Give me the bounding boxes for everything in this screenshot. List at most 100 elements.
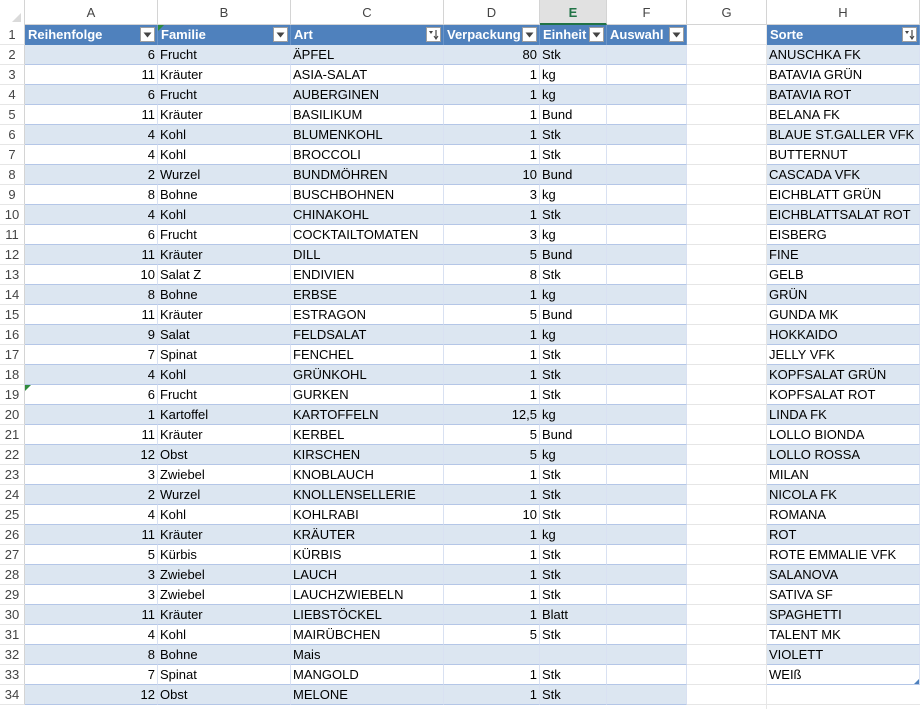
table-cell[interactable]: KÜRBIS: [291, 545, 444, 565]
table-cell[interactable]: 11: [25, 425, 158, 445]
table-cell[interactable]: 3: [25, 465, 158, 485]
table-cell[interactable]: 9: [25, 325, 158, 345]
table-cell[interactable]: BASILIKUM: [291, 105, 444, 125]
table-cell[interactable]: LIEBSTÖCKEL: [291, 605, 444, 625]
table-cell[interactable]: 8: [444, 265, 540, 285]
table-cell[interactable]: Kohl: [158, 365, 291, 385]
table-cell[interactable]: kg: [540, 225, 607, 245]
table-cell[interactable]: 7: [25, 345, 158, 365]
table-cell[interactable]: ANUSCHKA FK: [767, 45, 920, 65]
sort-asc-icon[interactable]: [902, 27, 917, 42]
table-cell[interactable]: 10: [444, 165, 540, 185]
table-cell[interactable]: kg: [540, 85, 607, 105]
table-cell[interactable]: Spinat: [158, 665, 291, 685]
table-cell[interactable]: [444, 645, 540, 665]
table-cell[interactable]: SPAGHETTI: [767, 605, 920, 625]
row-header[interactable]: 1: [0, 25, 25, 45]
table-cell[interactable]: [607, 125, 687, 145]
table-cell[interactable]: Bohne: [158, 645, 291, 665]
table-cell[interactable]: Stk: [540, 545, 607, 565]
table-cell[interactable]: 1: [25, 405, 158, 425]
table-cell[interactable]: KNOBLAUCH: [291, 465, 444, 485]
table-cell[interactable]: 6: [25, 225, 158, 245]
row-header[interactable]: 24: [0, 485, 25, 505]
dropdown-icon[interactable]: [669, 27, 684, 42]
table-cell[interactable]: 12,5: [444, 405, 540, 425]
table-cell[interactable]: KNOLLENSELLERIE: [291, 485, 444, 505]
table-cell[interactable]: 12: [25, 445, 158, 465]
table-cell[interactable]: Stk: [540, 45, 607, 65]
table-cell[interactable]: [607, 145, 687, 165]
table-cell[interactable]: ERBSE: [291, 285, 444, 305]
table-cell[interactable]: Stk: [540, 665, 607, 685]
table-cell[interactable]: Frucht: [158, 45, 291, 65]
table-cell[interactable]: Kohl: [158, 625, 291, 645]
table-cell[interactable]: Bund: [540, 105, 607, 125]
table-cell[interactable]: Stk: [540, 485, 607, 505]
table-cell[interactable]: 10: [25, 265, 158, 285]
table-cell[interactable]: Bohne: [158, 285, 291, 305]
table-cell[interactable]: 3: [25, 565, 158, 585]
table-cell[interactable]: [607, 605, 687, 625]
table-cell[interactable]: 4: [25, 205, 158, 225]
table-cell[interactable]: 3: [444, 225, 540, 245]
table-cell[interactable]: [607, 345, 687, 365]
table-cell[interactable]: EICHBLATT GRÜN: [767, 185, 920, 205]
table-cell[interactable]: 7: [25, 665, 158, 685]
table-cell[interactable]: Kräuter: [158, 525, 291, 545]
table-cell[interactable]: ÄPFEL: [291, 45, 444, 65]
table-cell[interactable]: Salat: [158, 325, 291, 345]
table-cell[interactable]: 1: [444, 485, 540, 505]
table-cell[interactable]: Stk: [540, 265, 607, 285]
table-cell[interactable]: 8: [25, 645, 158, 665]
table-cell[interactable]: 11: [25, 605, 158, 625]
table-cell[interactable]: Bohne: [158, 185, 291, 205]
table-cell[interactable]: 8: [25, 285, 158, 305]
table-cell[interactable]: 11: [25, 245, 158, 265]
column-header-e[interactable]: E: [540, 0, 607, 25]
table-cell[interactable]: Kohl: [158, 145, 291, 165]
table-cell[interactable]: Kräuter: [158, 605, 291, 625]
table-cell[interactable]: WEIß: [767, 665, 920, 685]
table-cell[interactable]: 1: [444, 385, 540, 405]
table1-header-verpackung[interactable]: Verpackung: [444, 25, 540, 45]
table-cell[interactable]: 11: [25, 105, 158, 125]
table-cell[interactable]: HOKKAIDO: [767, 325, 920, 345]
table-cell[interactable]: [607, 65, 687, 85]
table-cell[interactable]: 1: [444, 685, 540, 705]
table-cell[interactable]: 4: [25, 365, 158, 385]
table-cell[interactable]: 4: [25, 505, 158, 525]
table-cell[interactable]: SALANOVA: [767, 565, 920, 585]
row-header[interactable]: 23: [0, 465, 25, 485]
table-cell[interactable]: MILAN: [767, 465, 920, 485]
table-cell[interactable]: Kräuter: [158, 425, 291, 445]
column-header-g[interactable]: G: [687, 0, 767, 25]
table-cell[interactable]: Stk: [540, 565, 607, 585]
column-header-d[interactable]: D: [444, 0, 540, 25]
table-cell[interactable]: BUTTERNUT: [767, 145, 920, 165]
table-cell[interactable]: ROTE EMMALIE VFK: [767, 545, 920, 565]
table-cell[interactable]: 6: [25, 385, 158, 405]
table-cell[interactable]: Kohl: [158, 125, 291, 145]
table-cell[interactable]: 1: [444, 65, 540, 85]
table-cell[interactable]: [607, 465, 687, 485]
table1-header-einheit[interactable]: Einheit: [540, 25, 607, 45]
table-cell[interactable]: Stk: [540, 345, 607, 365]
table-cell[interactable]: KOPFSALAT ROT: [767, 385, 920, 405]
row-header[interactable]: 21: [0, 425, 25, 445]
table-cell[interactable]: GUNDA MK: [767, 305, 920, 325]
table-cell[interactable]: Blatt: [540, 605, 607, 625]
table-cell[interactable]: GURKEN: [291, 385, 444, 405]
table-cell[interactable]: LOLLO BIONDA: [767, 425, 920, 445]
table-cell[interactable]: [607, 385, 687, 405]
table-cell[interactable]: 8: [25, 185, 158, 205]
table-cell[interactable]: Spinat: [158, 345, 291, 365]
table-cell[interactable]: [607, 265, 687, 285]
row-header[interactable]: 2: [0, 45, 25, 65]
table-cell[interactable]: 5: [25, 545, 158, 565]
table-cell[interactable]: 1: [444, 325, 540, 345]
column-header-b[interactable]: B: [158, 0, 291, 25]
table-cell[interactable]: 1: [444, 345, 540, 365]
table-cell[interactable]: TALENT MK: [767, 625, 920, 645]
